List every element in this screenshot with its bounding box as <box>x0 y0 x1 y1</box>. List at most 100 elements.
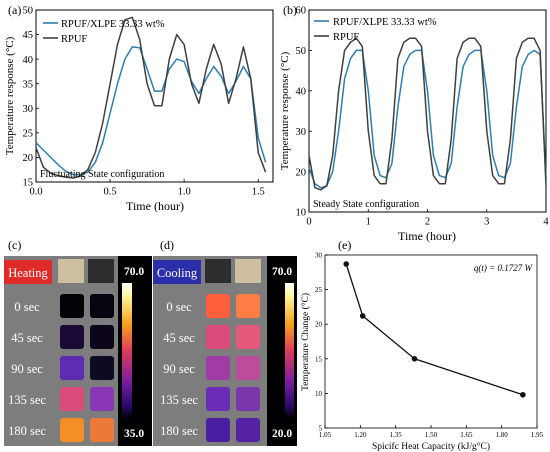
data-point <box>343 261 350 267</box>
panel-e: (e) 1.05 1.20 1.35 1.50 1.65 1.80 1.95 5 10 15 20 2… <box>300 238 544 452</box>
x-tick-label: 1.0 <box>178 187 191 198</box>
thermal-sample <box>60 356 84 380</box>
panel-d-rows: 0 sec 45 sec 90 sec 135 sec 180 sec <box>160 294 260 442</box>
y-tick-label: 10 <box>315 390 323 398</box>
series-line-0 <box>35 46 267 176</box>
data-point <box>411 356 418 362</box>
y-tick-label: 60 <box>296 6 307 17</box>
time-label: 0 sec <box>14 300 40 314</box>
time-label: 135 sec <box>160 393 198 407</box>
panel-c: (c) Heating 0 sec 45 sec 90 sec 135 sec 180 … <box>4 238 152 446</box>
y-tick-label: 20 <box>315 321 323 329</box>
legend-label-b-1: RPUF <box>333 32 359 43</box>
panel-a-ylabel: Temperature response (°C) <box>4 36 16 155</box>
panel-d-label: (d) <box>160 238 174 252</box>
y-tick-label: 50 <box>296 46 307 57</box>
y-tick-label: 35 <box>23 79 34 90</box>
panel-a-series <box>35 16 267 179</box>
panel-a-annotation: Fluctuating State configuration <box>40 169 164 180</box>
panel-c-background <box>4 256 118 446</box>
y-tick-label: 50 <box>23 6 34 17</box>
panel-e-ylabel: Temperature Change (°C) <box>300 293 311 391</box>
y-tick-label: 20 <box>296 167 307 178</box>
thermal-sample <box>90 418 114 442</box>
series-line-1 <box>308 37 547 191</box>
x-tick-label: 1.35 <box>390 431 403 439</box>
x-tick-label: 3 <box>484 217 489 228</box>
thermal-sample <box>236 387 260 411</box>
thermal-sample <box>206 387 230 411</box>
panel-d-mode-label: Cooling <box>157 266 198 280</box>
y-tick-label: 30 <box>296 127 307 138</box>
panel-a-legend: RPUF/XLPE 33.33 wt% RPUF <box>43 19 165 45</box>
thermal-sample <box>236 418 260 442</box>
x-tick-label: 1.50 <box>425 431 438 439</box>
data-point <box>359 313 366 319</box>
panel-e-ticks: 1.05 1.20 1.35 1.50 1.65 1.80 1.95 5 10 15 20 25 30 <box>315 251 544 439</box>
panel-a-ticks: 0.0 0.5 1.0 1.5 15 20 25 30 35 40 45 50 <box>23 6 265 198</box>
y-tick-label: 40 <box>23 55 34 66</box>
x-tick-label: 0.0 <box>29 187 42 198</box>
thermal-sample <box>60 418 84 442</box>
panel-c-rows: 0 sec 45 sec 90 sec 135 sec 180 sec <box>8 294 114 442</box>
thermal-sample <box>236 356 260 380</box>
panel-b-ylabel: Temperature response (°C) <box>279 51 291 170</box>
x-tick-label: 1 <box>366 217 371 228</box>
legend-label-b-0: RPUF/XLPE 33.33 wt% <box>333 17 437 28</box>
x-tick-label: 4 <box>543 217 549 228</box>
panel-c-label: (c) <box>8 238 21 252</box>
panel-c-sample-photo-2 <box>88 259 114 283</box>
panel-d-colorbar <box>285 283 294 419</box>
x-tick-label: 2 <box>425 217 430 228</box>
series-line-1 <box>35 16 267 179</box>
thermal-sample <box>206 325 230 349</box>
panel-a-xlabel: Time (hour) <box>126 199 184 213</box>
panel-b-annotation: Steady State configuration <box>313 199 419 210</box>
panel-d-scale-min: 20.0 <box>272 428 292 440</box>
y-tick-label: 45 <box>23 30 34 41</box>
panel-b-legend: RPUF/XLPE 33.33 wt% RPUF <box>314 17 437 43</box>
panel-b-series <box>308 37 547 191</box>
panel-d: (d) Cooling 0 sec 45 sec 90 sec 135 sec 180 … <box>153 238 297 446</box>
panel-a-label: (a) <box>8 3 21 17</box>
time-label: 0 sec <box>166 300 192 314</box>
panel-e-axes <box>324 254 538 429</box>
thermal-sample <box>90 387 114 411</box>
thermal-sample <box>90 294 114 318</box>
panel-a: (a) 0.0 0.5 1.0 1.5 15 20 25 30 35 40 45 50 RPUF/XL… <box>4 3 274 213</box>
panel-b: (b) 0 1 2 3 4 10 20 30 40 50 60 RPUF/XLPE 33.33 wt… <box>279 3 549 243</box>
data-point <box>520 391 526 398</box>
x-tick-label: 0.5 <box>104 187 117 198</box>
panel-c-scale-max: 70.0 <box>124 266 144 278</box>
thermal-sample <box>60 387 84 411</box>
y-tick-label: 5 <box>319 424 323 432</box>
time-label: 180 sec <box>160 424 198 438</box>
panel-e-series <box>343 261 526 398</box>
panel-b-xlabel: Time (hour) <box>398 229 456 243</box>
panel-c-scale-min: 35.0 <box>124 428 144 440</box>
x-tick-label: 0 <box>306 217 311 228</box>
x-tick-label: 1.05 <box>319 431 332 439</box>
time-label: 90 sec <box>163 362 195 376</box>
panel-b-ticks: 0 1 2 3 4 10 20 30 40 50 60 <box>296 6 550 228</box>
panel-e-label: (e) <box>338 238 351 252</box>
time-label: 180 sec <box>8 424 46 438</box>
panel-b-label: (b) <box>283 3 297 17</box>
thermal-sample <box>90 325 114 349</box>
y-tick-label: 25 <box>315 286 323 294</box>
time-label: 45 sec <box>11 331 43 345</box>
y-tick-label: 40 <box>296 86 307 97</box>
time-label: 90 sec <box>11 362 43 376</box>
panel-e-annotation: q(t) = 0.1727 W <box>474 263 534 273</box>
series-line-0 <box>345 263 524 396</box>
y-tick-label: 25 <box>23 129 34 140</box>
y-tick-label: 30 <box>315 251 323 259</box>
thermal-sample <box>206 294 230 318</box>
x-tick-label: 1.95 <box>531 431 544 439</box>
thermal-sample <box>60 325 84 349</box>
thermal-sample <box>206 356 230 380</box>
thermal-sample <box>236 294 260 318</box>
x-tick-label: 1.20 <box>354 431 367 439</box>
panel-c-mode-badge <box>4 260 52 284</box>
series-line-0 <box>308 49 547 189</box>
